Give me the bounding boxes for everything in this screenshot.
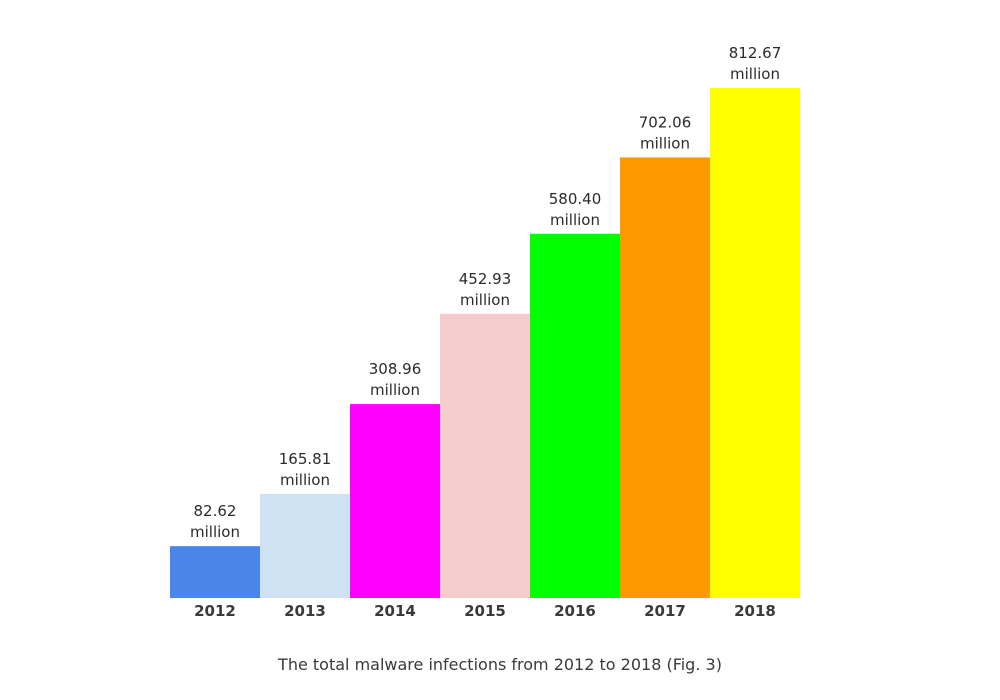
data-label-2013: 165.81 xyxy=(279,450,332,468)
data-label-unit-2016: million xyxy=(550,211,600,229)
x-tick-label-2014: 2014 xyxy=(374,602,416,620)
bar-2017 xyxy=(620,157,710,598)
x-tick-label-2016: 2016 xyxy=(554,602,596,620)
bar-2012 xyxy=(170,546,260,598)
data-label-2016: 580.40 xyxy=(549,190,602,208)
data-label-unit-2015: million xyxy=(460,291,510,309)
bar-2013 xyxy=(260,493,350,598)
x-tick-label-2015: 2015 xyxy=(464,602,506,620)
data-label-2015: 452.93 xyxy=(459,270,512,288)
data-label-unit-2018: million xyxy=(730,65,780,83)
bar-2018 xyxy=(710,88,800,598)
x-tick-label-2012: 2012 xyxy=(194,602,236,620)
data-label-2012: 82.62 xyxy=(194,502,237,520)
bar-2014 xyxy=(350,404,440,598)
data-label-2017: 702.06 xyxy=(639,113,692,131)
bar-2015 xyxy=(440,313,530,598)
x-tick-label-2013: 2013 xyxy=(284,602,326,620)
data-label-unit-2012: million xyxy=(190,523,240,541)
x-tick-label-2017: 2017 xyxy=(644,602,686,620)
data-label-2014: 308.96 xyxy=(369,360,422,378)
chart-caption: The total malware infections from 2012 t… xyxy=(278,655,722,674)
bar-2016 xyxy=(530,233,620,598)
data-label-unit-2014: million xyxy=(370,381,420,399)
x-tick-label-2018: 2018 xyxy=(734,602,776,620)
data-label-unit-2013: million xyxy=(280,471,330,489)
data-label-unit-2017: million xyxy=(640,134,690,152)
data-label-2018: 812.67 xyxy=(729,44,782,62)
